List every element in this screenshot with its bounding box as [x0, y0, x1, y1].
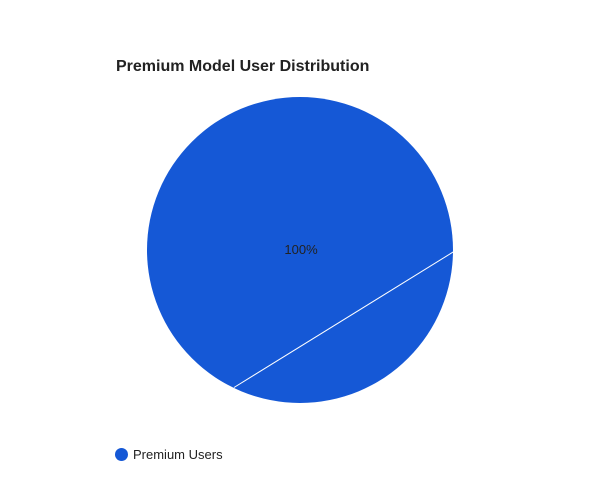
svg-text:100%: 100%: [284, 242, 318, 257]
